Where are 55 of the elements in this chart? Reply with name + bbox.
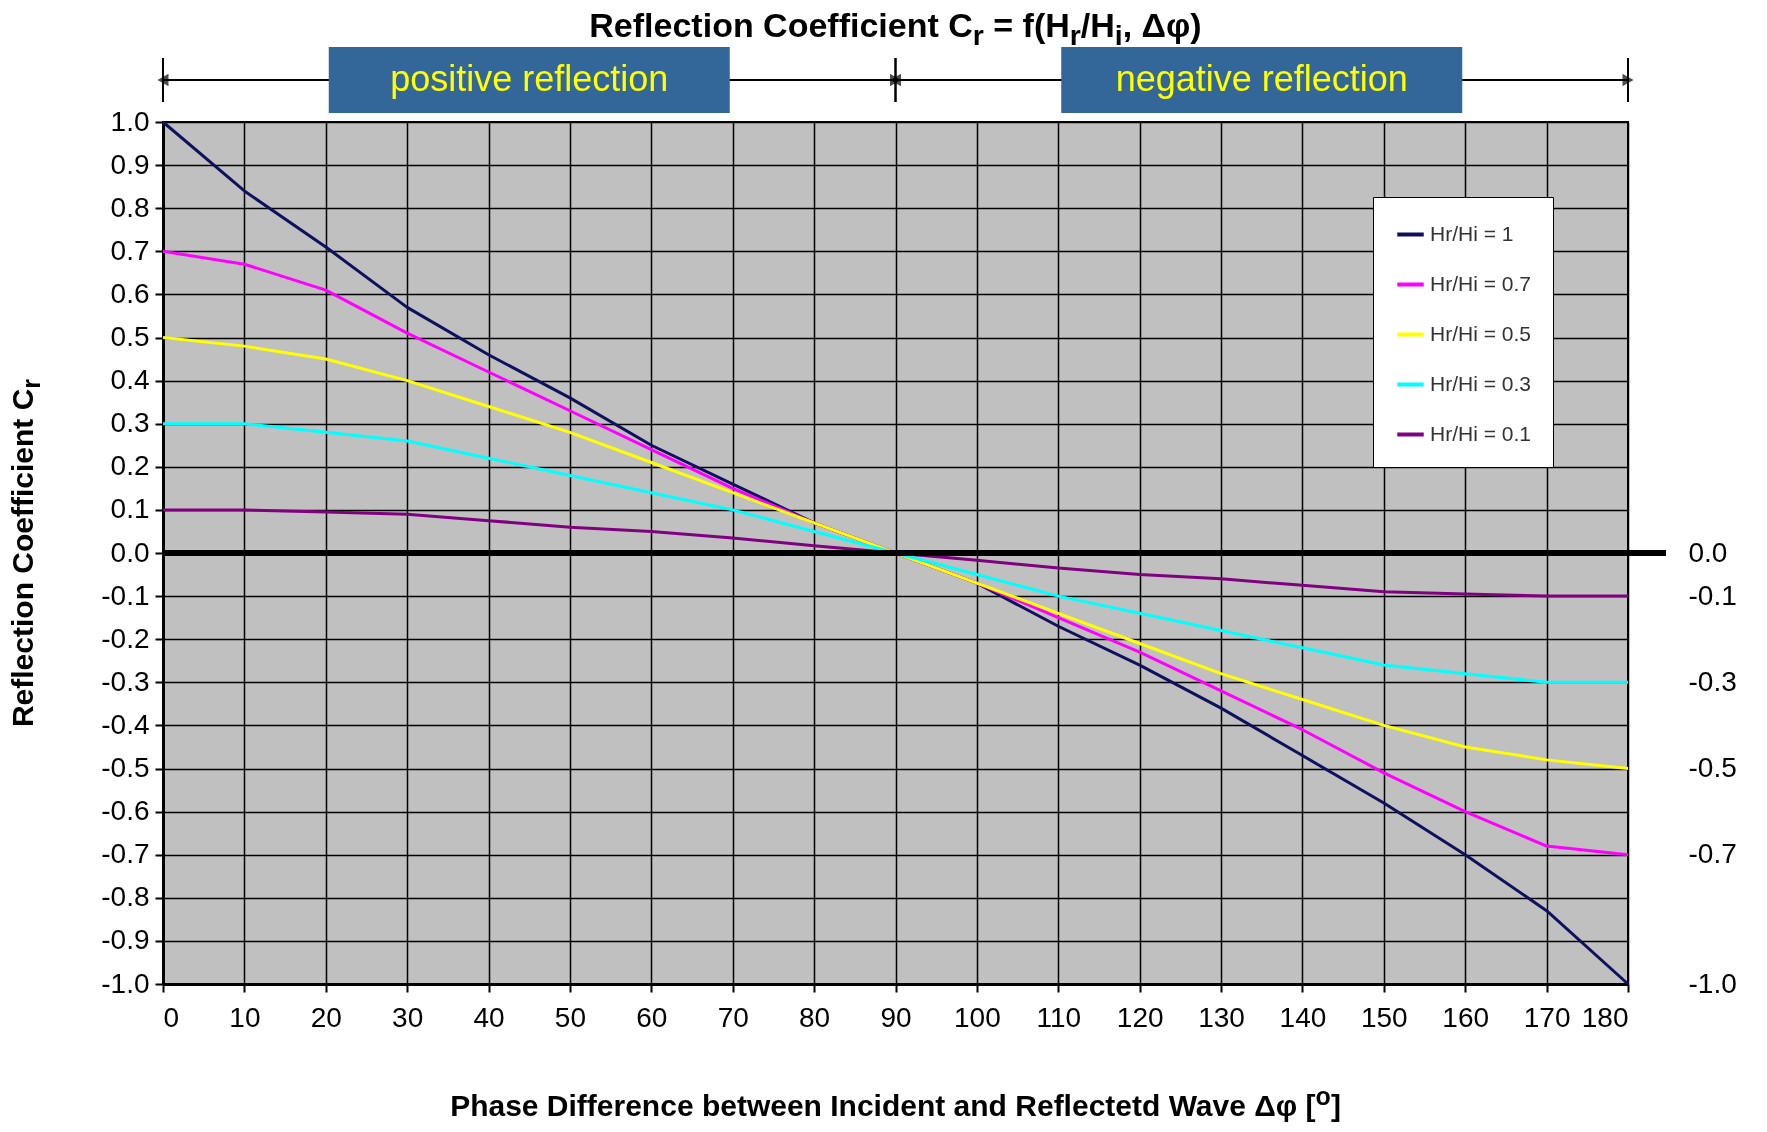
- text: positive reflection: [390, 58, 669, 99]
- y-tick-label: 0.6: [110, 277, 150, 309]
- text: negative reflection: [1115, 58, 1408, 99]
- y2-tick-label: -0.7: [1688, 838, 1737, 870]
- x-tick-label: 170: [1523, 1001, 1571, 1033]
- y2-tick-label: -1.0: [1688, 967, 1737, 999]
- y-tick-label: 0.9: [110, 148, 150, 180]
- x-tick-label: 160: [1442, 1001, 1490, 1033]
- y-tick-label: 0.0: [110, 536, 150, 568]
- x-tick-label: 130: [1198, 1001, 1245, 1033]
- x-tick-label: 110: [1036, 1001, 1082, 1033]
- x-tick-label: 40: [473, 1001, 505, 1033]
- legend-label: Hr/Hi = 0.7: [1430, 271, 1531, 295]
- y2-tick-label: -0.3: [1688, 665, 1737, 697]
- legend-label: Hr/Hi = 0.1: [1430, 421, 1531, 445]
- y-tick-label: 0.5: [110, 321, 150, 352]
- legend-label: Hr/Hi = 1: [1430, 221, 1514, 245]
- y-tick-label: 0.4: [110, 364, 150, 396]
- y-tick-label: -1.0: [101, 967, 150, 999]
- y-tick-label: -0.2: [101, 622, 150, 654]
- y-tick-label: -0.6: [101, 795, 150, 827]
- y2-tick-label: -0.5: [1688, 752, 1737, 783]
- x-tick-label: 10: [229, 1001, 261, 1033]
- x-tick-label: 30: [392, 1001, 424, 1033]
- x-tick-label: 70: [717, 1001, 749, 1033]
- y-tick-label: 0.3: [110, 407, 150, 439]
- y-tick-label: 0.2: [110, 450, 150, 482]
- x-tick-label: 90: [880, 1001, 912, 1033]
- y2-tick-label: 0.0: [1688, 536, 1728, 568]
- y-tick-label: 0.1: [110, 493, 150, 525]
- y-tick-label: -0.9: [101, 924, 150, 956]
- x-tick-label: 100: [954, 1001, 1001, 1033]
- y2-tick-label: -0.1: [1688, 579, 1737, 611]
- x-tick-label: 50: [554, 1001, 587, 1033]
- x-tick-label: 0: [163, 1001, 180, 1033]
- y-tick-label: -0.7: [101, 838, 150, 870]
- x-tick-label: 140: [1279, 1001, 1327, 1033]
- chart-title: Reflection Coefficient C$_{r}$ = f(H$_{r}$/H$_{i}$, Δφ): [588, 6, 1203, 52]
- y-tick-label: -0.5: [101, 752, 150, 783]
- x-tick-label: 120: [1116, 1001, 1164, 1033]
- x-tick-label: 60: [636, 1001, 668, 1033]
- legend-label: Hr/Hi = 0.3: [1430, 371, 1531, 395]
- x-axis-title: Phase Difference between Incident and Reflectetd Wave Δφ [$^{o}$]: [449, 1082, 1342, 1123]
- y-tick-label: 0.7: [110, 234, 150, 266]
- y-tick-label: -0.1: [101, 579, 150, 611]
- x-tick-label: 180: [1581, 1001, 1629, 1033]
- x-tick-label: 80: [799, 1001, 831, 1033]
- x-tick-label: 20: [310, 1001, 342, 1033]
- legend-label: Hr/Hi = 0.5: [1430, 321, 1531, 345]
- x-tick-label: 150: [1360, 1001, 1408, 1033]
- y-tick-label: 1.0: [110, 105, 150, 137]
- y-tick-label: 0.8: [110, 191, 150, 223]
- y-tick-label: -0.3: [101, 665, 150, 697]
- y-tick-label: -0.4: [101, 708, 150, 740]
- y-tick-label: -0.8: [101, 881, 150, 913]
